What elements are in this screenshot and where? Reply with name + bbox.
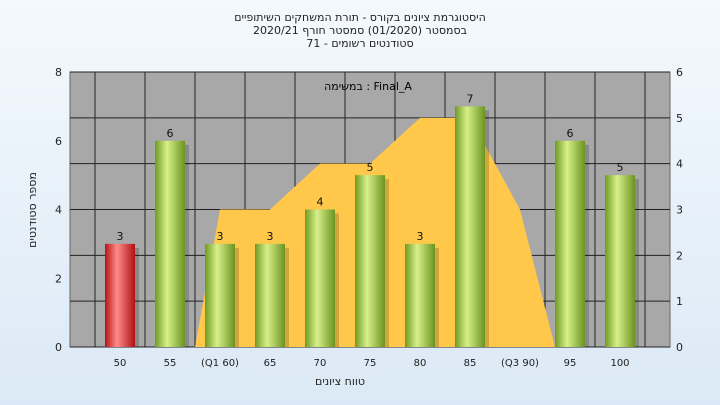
y-tick-label: 0 [55,341,62,354]
x-tick-label: (Q1 60) [201,358,239,369]
bar-value-label: 5 [617,161,624,174]
bar [155,140,185,347]
y2-tick-label: 3 [676,204,683,217]
x-tick-label: (Q3 90) [501,358,539,369]
bar-value-label: 5 [367,161,374,174]
x-tick-label: 55 [164,358,177,369]
bar [205,243,235,347]
value-labels: 3 6 3 3 4 5 3 7 6 5 [117,92,624,243]
y-tick-label: 4 [55,204,62,217]
bar-value-label: 3 [117,230,124,243]
y-tick-label: 2 [55,272,62,285]
bar-value-label: 6 [567,127,574,140]
x-tick-label: 80 [414,358,427,369]
y-tick-labels: 0 2 4 6 8 [55,66,62,354]
x-axis-label: טווח ציונים [315,375,365,388]
x-tick-label: 50 [114,358,127,369]
bar [555,140,585,347]
x-tick-label: 65 [264,358,277,369]
x-tick-label: 100 [610,358,629,369]
bar [355,175,385,347]
y2-tick-label: 4 [676,158,683,171]
bar-value-label: 7 [467,92,474,105]
chart-title-line-3: סטודנטים רשומים - 71 [306,37,413,50]
bar-value-label: 3 [417,230,424,243]
y2-tick-labels: 0 1 2 3 4 5 6 [676,66,683,354]
bar-value-label: 3 [267,230,274,243]
y2-tick-label: 1 [676,295,683,308]
x-tick-label: 95 [564,358,577,369]
annotation-label: במשימה : Final_A [324,80,412,93]
y-axis-label: מספר סטודנטים [26,172,39,248]
x-tick-label: 85 [464,358,477,369]
bar-value-label: 6 [167,127,174,140]
bar [305,209,335,347]
chart-title-line-2: בסמסטר (01/2020) סמסטר חורף 2020/21 [253,24,467,37]
bar-value-label: 4 [317,196,324,209]
y2-tick-label: 6 [676,66,683,79]
y-tick-label: 6 [55,135,62,148]
bar [605,175,635,347]
bars [105,106,639,347]
x-tick-label: 75 [364,358,377,369]
y-tick-label: 8 [55,66,62,79]
x-tick-label: 70 [314,358,327,369]
chart-title: היסטוגרמת ציונים בקורס - תורת המשחקים הש… [234,11,486,50]
y2-tick-label: 2 [676,249,683,262]
bar-value-label: 3 [217,230,224,243]
bar [455,106,485,347]
x-tick-labels: 50 55 (Q1 60) 65 70 75 80 85 (Q3 90) 95 100 [114,358,630,369]
y2-tick-label: 0 [676,341,683,354]
bar [105,243,135,347]
y2-tick-label: 5 [676,112,683,125]
bar [405,243,435,347]
chart-title-line-1: היסטוגרמת ציונים בקורס - תורת המשחקים הש… [234,11,486,24]
bar [255,243,285,347]
